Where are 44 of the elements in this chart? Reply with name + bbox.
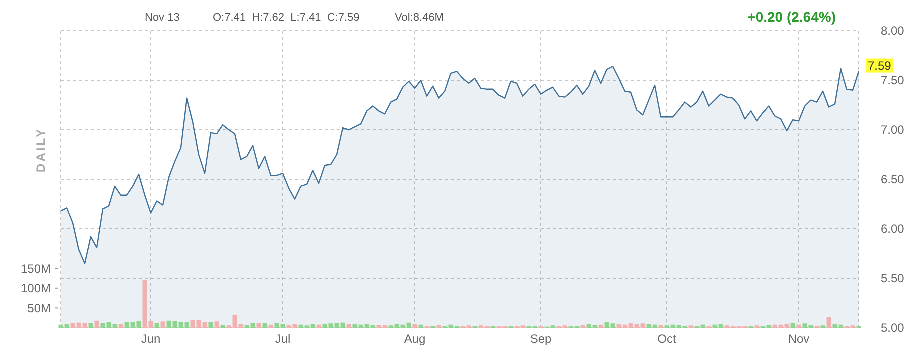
x-tick-label: Jul — [275, 332, 291, 346]
bar — [316, 324, 322, 328]
x-tick-label: Jun — [141, 332, 161, 346]
bar — [436, 325, 442, 328]
bar — [826, 317, 832, 328]
x-tick-label: Oct — [658, 332, 677, 346]
bar — [88, 323, 94, 328]
bar — [214, 322, 220, 328]
bar — [658, 325, 664, 328]
bar — [580, 325, 586, 328]
y-tick-label: 6.50 — [881, 172, 905, 187]
bar — [262, 323, 268, 328]
y-tick-label: 6.00 — [881, 222, 905, 236]
bar — [418, 324, 424, 328]
bar — [790, 323, 796, 328]
y-tick-label: 8.00 — [881, 24, 905, 38]
y2-tick-label: 100M — [20, 282, 51, 296]
bar — [154, 323, 160, 328]
text: 7.59 — [868, 58, 892, 73]
text: Nov 13 — [145, 12, 180, 24]
bar — [268, 324, 274, 328]
bar — [796, 324, 802, 328]
bar — [118, 324, 124, 328]
text: +0.20 (2.64%) — [748, 9, 836, 25]
bar — [346, 324, 352, 328]
y-tick-label: 7.50 — [881, 74, 905, 88]
x-tick-label: Nov — [788, 332, 810, 346]
y-tick-label: 5.50 — [881, 272, 905, 286]
bar — [160, 322, 166, 328]
y2-tick-label: 150M — [20, 262, 51, 276]
text: O:7.41 H:7.62 L:7.41 C:7.59 — [213, 12, 360, 24]
x-tick-label: Aug — [404, 332, 426, 346]
text: DAILY — [34, 128, 48, 172]
y-tick-label: 5.00 — [881, 321, 905, 336]
x-tick-label: Sep — [530, 332, 552, 346]
text: Vol:8.46M — [395, 12, 444, 24]
bar — [220, 325, 226, 328]
bar — [598, 324, 604, 328]
y2-tick-label: 50M — [28, 301, 52, 316]
y-tick-label: 7.00 — [881, 123, 905, 138]
bar — [412, 324, 418, 328]
bar — [94, 320, 100, 328]
bar — [208, 322, 214, 328]
bar — [256, 323, 262, 328]
